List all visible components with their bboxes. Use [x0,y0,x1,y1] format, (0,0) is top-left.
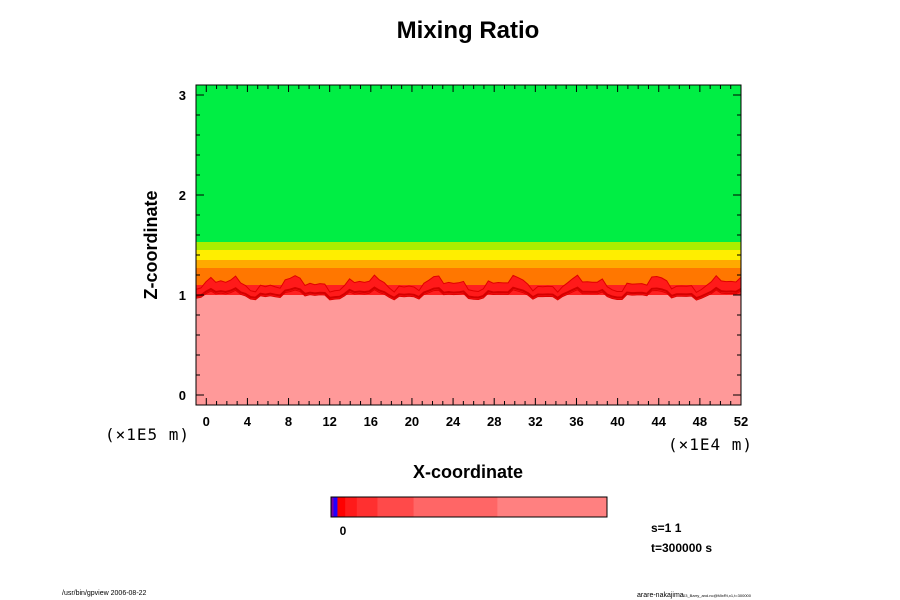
annotation-s: s=1 1 [651,521,682,535]
y-tick-label: 1 [179,288,186,303]
x-tick-label: 48 [693,414,707,429]
heatmap-layers [196,85,741,405]
footer-left: /usr/bin/gpview 2006-08-22 [62,590,147,597]
colorbar-zero-label: 0 [340,524,347,538]
y-ticks: 0 1 2 3 [179,88,741,403]
heatmap-layer-transition-yellow [196,250,741,260]
heatmap-layer-transition-orange [196,268,741,285]
x-tick-label: 4 [244,414,252,429]
x-tick-label: 44 [652,414,667,429]
x-tick-label: 8 [285,414,292,429]
interface-dark-line [196,286,741,300]
colorbar-segment [497,497,608,517]
annotation-t: t=300000 s [651,541,712,555]
y-tick-label: 3 [179,88,186,103]
colorbar-segment [331,497,335,517]
y-axis-label: Z-coordinate [141,190,161,299]
x-axis-label: X-coordinate [413,462,523,482]
y-tick-label: 2 [179,188,186,203]
x-tick-label: 24 [446,414,461,429]
footer-right-main: arare-nakajima [637,592,684,599]
x-tick-label: 32 [528,414,542,429]
plot-area [196,85,741,405]
y-scale-label: (×1E5 m) [105,425,190,444]
x-tick-label: 0 [203,414,210,429]
y-tick-label: 0 [179,388,186,403]
x-tick-label: 12 [322,414,336,429]
colorbar-segment [337,497,346,517]
x-tick-label: 20 [405,414,419,429]
x-tick-label: 16 [364,414,378,429]
colorbar-segment [413,497,498,517]
x-tick-label: 36 [569,414,583,429]
colorbar-segment [377,497,415,517]
colorbar-frame [330,496,608,518]
interface-wave [196,274,741,301]
colorbar-segment [345,497,358,517]
heatmap-layer-lower [196,295,741,405]
x-tick-label: 52 [734,414,748,429]
plot-frame [195,84,742,406]
chart-title: Mixing Ratio [397,17,540,44]
x-ticks: 0 4 8 12 16 20 24 28 32 36 40 44 48 52 [203,85,748,429]
heatmap-layer-transition-orange-light [196,260,741,268]
x-scale-label: (×1E4 m) [668,435,753,454]
x-tick-label: 28 [487,414,501,429]
colorbar [331,497,608,517]
x-tick-label: 40 [610,414,624,429]
colorbar-segment [333,497,338,517]
heatmap-layer-transition-yellowgreen [196,242,741,250]
heatmap-layer-upper [196,85,741,242]
footer-right-small: 03_Barry_and.nc@MixRt,x1,t=300000 [683,593,752,598]
colorbar-segment [356,497,378,517]
